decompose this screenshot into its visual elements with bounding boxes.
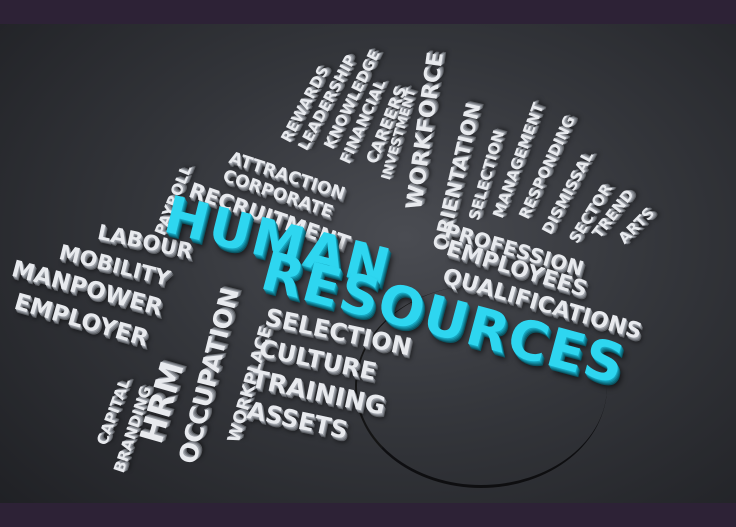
top-frame-bar bbox=[0, 0, 736, 24]
shadow-arc bbox=[355, 285, 607, 488]
bottom-frame-bar bbox=[0, 503, 736, 527]
